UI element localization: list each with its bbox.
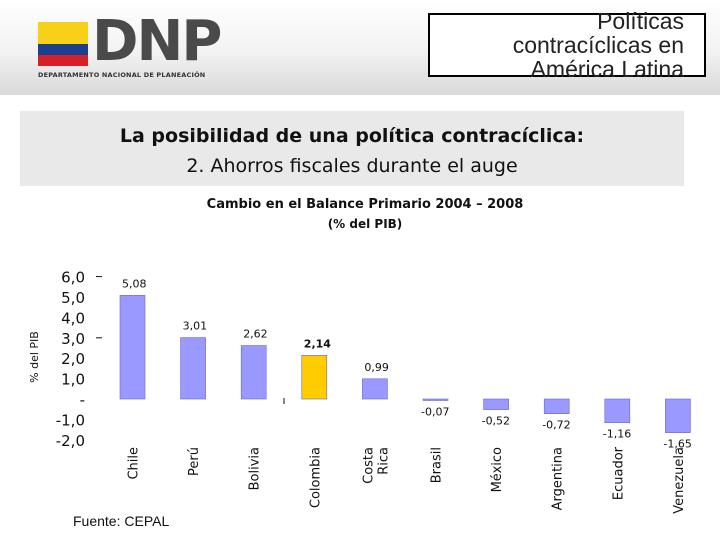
y-tick-label: 4,0 [61,309,85,327]
category-label: Brasil [430,447,445,483]
bar-value-label: 2,62 [243,328,268,341]
chart-subtitle: (% del PIB) [328,217,403,231]
bar [362,378,388,400]
category-label: Venezuela [672,447,687,514]
bar [543,398,570,414]
dnp-logo: DNP [92,9,222,74]
y-axis-label: % del PIB [28,331,41,383]
bar-value-label: 3,01 [183,320,208,333]
bar-value-label: -0,52 [482,415,510,428]
bar [180,337,206,400]
category-label: Colombia [308,447,323,508]
source-note: Fuente: CEPAL [73,513,170,529]
y-tick-label: 1,0 [61,371,85,389]
category-label: Rica [376,447,391,475]
y-tick-label: 2,0 [61,350,85,368]
y-tick-label: 5,0 [61,289,85,307]
subtitle-bold: La posibilidad de una política contracíc… [119,125,585,147]
bar [240,345,267,400]
subtitle-regular: 2. Ahorros fiscales durante el auge [186,155,518,177]
bar [604,398,631,423]
flag-icon [38,22,88,66]
dnp-logo-subtitle: DEPARTAMENTO NACIONAL DE PLANEACIÓN [38,71,206,79]
category-label: Argentina [551,447,566,510]
y-tick-label: -2,0 [56,432,85,450]
bar-value-label: 2,14 [304,337,331,350]
bar [119,295,146,400]
slide-title-line-1: Políticas [597,8,684,34]
flag-stripe-blue [38,44,88,55]
y-axis: 6,0 5,0 4,0 3,0 2,0 1,0 - -1,0 -2,0 [56,269,102,450]
bar-value-label: -1,65 [663,438,691,451]
category-label: México [490,447,505,492]
bar [665,398,691,433]
flag-stripe-yellow [38,22,88,44]
bar-value-label: 0,99 [364,361,389,374]
slide-title-line-3: América Latina [530,56,684,82]
subtitle-box: La posibilidad de una política contracíc… [20,111,684,186]
slide-title-box: Políticas contracíclicas en América Lati… [428,9,706,81]
bar [301,355,328,400]
slide-title-line-2: contracíclicas en [512,32,684,58]
category-label: Ecuador [611,446,626,500]
category-label: Perú [187,447,202,476]
chart-title: Cambio en el Balance Primario 2004 – 200… [207,197,524,212]
y-tick-label: 6,0 [61,269,85,287]
y-tick-label: 3,0 [61,330,85,348]
bars: 5,08 3,01 2,62 2,14 0,99 -0,07 -0,52 -0,72 -1,16… [119,277,692,451]
bar [422,398,449,401]
flag-stripe-red [38,55,88,66]
bar-value-label: -0,07 [421,406,449,419]
x-axis: Chile Perú Bolivia Colombia Costa Rica Brasil M… [127,446,687,513]
bar-value-label: 5,08 [122,277,147,290]
category-label: Chile [127,447,142,480]
y-tick-label: - [80,391,85,409]
y-tick-label: -1,0 [56,411,85,429]
bar [483,398,509,410]
bar-value-label: -0,72 [542,419,570,432]
bar-value-label: -1,16 [603,428,631,441]
category-label: Bolivia [248,447,263,490]
category-label: Costa [361,447,376,484]
